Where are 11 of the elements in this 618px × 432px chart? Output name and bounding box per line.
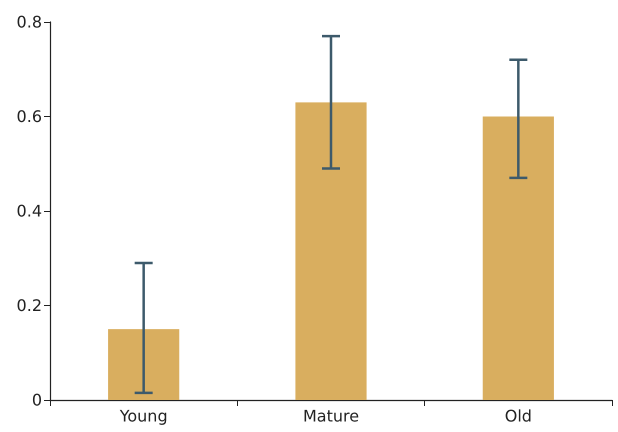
- x-tick-label: Old: [504, 406, 532, 426]
- x-tick-label: Mature: [302, 406, 360, 426]
- y-tick-label: 0.4: [16, 202, 42, 220]
- y-tick-label: 0.6: [16, 107, 42, 126]
- x-tick-label: Young: [118, 406, 168, 426]
- bar: [295, 102, 367, 400]
- y-tick-label: 0: [32, 390, 42, 410]
- y-tick-label: 0.8: [16, 12, 42, 32]
- bar: [108, 329, 180, 400]
- y-tick-label: 0.2: [16, 296, 42, 315]
- bar: [482, 116, 554, 400]
